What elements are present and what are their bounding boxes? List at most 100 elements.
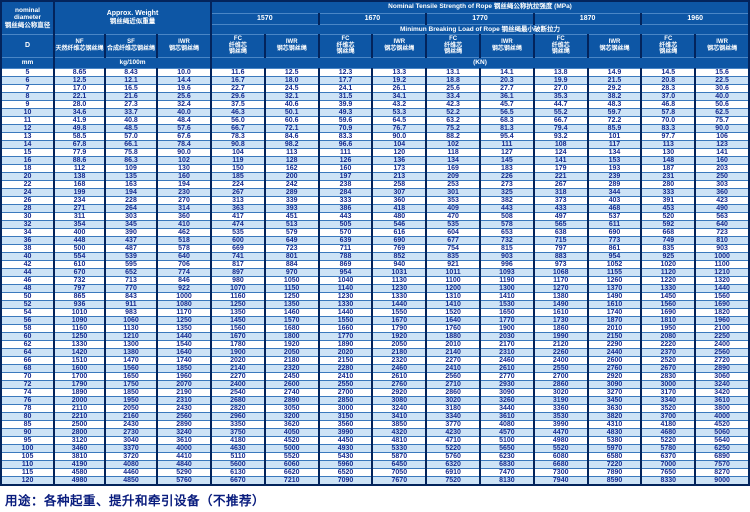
value-cell: 410 bbox=[155, 220, 212, 229]
sf-zh: 合成纤维芯钢丝绳 bbox=[106, 46, 155, 52]
value-cell: 1052 bbox=[586, 260, 642, 269]
diameter-cell: 28 bbox=[0, 204, 54, 213]
value-cell: 1170 bbox=[532, 276, 588, 285]
value-cell: 52.2 bbox=[425, 108, 480, 117]
value-cell: 1490 bbox=[586, 292, 642, 301]
value-cell: 8270 bbox=[694, 468, 749, 477]
value-cell: 1350 bbox=[263, 300, 319, 309]
table-row: 9 28.0 27.3 32.4 37.5 40.6 39.9 43.2 42.3 45.7 44.… bbox=[0, 100, 749, 109]
value-cell: 1570 bbox=[263, 316, 319, 325]
value-cell: 773 bbox=[586, 236, 642, 245]
value-cell: 5970 bbox=[586, 444, 642, 453]
value-cell: 13.8 bbox=[532, 68, 588, 77]
diameter-cell: 11 bbox=[0, 116, 54, 125]
value-cell: 1450 bbox=[210, 316, 265, 325]
value-cell: 1130 bbox=[104, 324, 157, 333]
value-cell: 1540 bbox=[155, 340, 212, 349]
value-cell: 77.9 bbox=[53, 148, 105, 157]
value-cell: 4080 bbox=[104, 460, 157, 469]
value-cell: 160 bbox=[694, 156, 749, 165]
value-cell: 4680 bbox=[640, 428, 696, 437]
value-cell: 102 bbox=[155, 156, 212, 165]
value-cell: 303 bbox=[104, 212, 157, 221]
value-cell: 3460 bbox=[53, 444, 105, 453]
value-cell: 1440 bbox=[694, 284, 749, 293]
value-cell: 112 bbox=[53, 164, 105, 173]
value-cell: 861 bbox=[586, 244, 642, 253]
value-cell: 443 bbox=[479, 204, 534, 213]
value-cell: 2150 bbox=[586, 332, 642, 341]
value-cell: 1300 bbox=[479, 284, 534, 293]
value-cell: 41.9 bbox=[53, 116, 105, 125]
value-cell: 1700 bbox=[53, 372, 105, 381]
table-row: 80 2210 2160 2560 2960 3200 3150 3410 3340 3610 35… bbox=[0, 412, 749, 421]
value-cell: 2700 bbox=[317, 388, 373, 397]
value-cell: 12.3 bbox=[317, 68, 373, 77]
header-nominal-diameter: nominal diameter 钢丝绳公称直径 bbox=[0, 1, 54, 35]
value-cell: 108 bbox=[532, 140, 588, 149]
value-cell: 6080 bbox=[532, 452, 588, 461]
table-row: 26 234 228 270 313 339 333 360 353 382 373 403 391 42… bbox=[0, 196, 749, 205]
value-cell: 1330 bbox=[371, 292, 427, 301]
value-cell: 3420 bbox=[694, 388, 749, 397]
value-cell: 1920 bbox=[263, 340, 319, 349]
value-cell: 17.0 bbox=[53, 84, 105, 93]
value-cell: 3560 bbox=[317, 420, 373, 429]
value-cell: 267 bbox=[210, 188, 265, 197]
value-cell: 10.0 bbox=[155, 68, 212, 77]
value-cell: 183 bbox=[479, 164, 534, 173]
diameter-cell: 34 bbox=[0, 228, 54, 237]
value-cell: 7470 bbox=[479, 468, 534, 477]
value-cell: 713 bbox=[104, 276, 157, 285]
table-row: 120 4980 4850 5760 6670 7210 7090 7670 7520 8130 7… bbox=[0, 476, 749, 485]
value-cell: 462 bbox=[155, 228, 212, 237]
value-cell: 2860 bbox=[532, 380, 588, 389]
table-row: 40 554 539 640 741 801 788 852 835 903 883 954 925 10… bbox=[0, 252, 749, 261]
value-cell: 19.9 bbox=[532, 76, 588, 85]
value-cell: 846 bbox=[155, 276, 212, 285]
value-cell: 3080 bbox=[371, 396, 427, 405]
value-cell: 39.9 bbox=[317, 100, 373, 109]
diameter-cell: 105 bbox=[0, 452, 54, 461]
value-cell: 490 bbox=[694, 204, 749, 213]
value-cell: 135 bbox=[104, 172, 157, 181]
value-cell: 194 bbox=[104, 188, 157, 197]
value-cell: 160 bbox=[317, 164, 373, 173]
value-cell: 79.4 bbox=[532, 124, 588, 133]
value-cell: 1100 bbox=[694, 260, 749, 269]
value-cell: 90.0 bbox=[371, 132, 427, 141]
unit-kn: (KN) bbox=[210, 57, 749, 69]
value-cell: 6620 bbox=[263, 468, 319, 477]
nf-abbr: NF bbox=[75, 39, 84, 46]
value-cell: 234 bbox=[53, 196, 105, 205]
value-cell: 1560 bbox=[640, 300, 696, 309]
table-row: 100 3460 3370 4000 4630 5000 4930 5330 5220 5650 5… bbox=[0, 444, 749, 453]
value-cell: 19.6 bbox=[155, 84, 212, 93]
value-cell: 1890 bbox=[53, 388, 105, 397]
value-cell: 652 bbox=[104, 268, 157, 277]
value-cell: 2400 bbox=[532, 356, 588, 365]
value-cell: 1450 bbox=[640, 292, 696, 301]
value-cell: 1250 bbox=[263, 292, 319, 301]
value-cell: 56.0 bbox=[210, 116, 265, 125]
value-cell: 4180 bbox=[210, 436, 265, 445]
header-iwr-1960: IWR 钢芯钢丝绳 bbox=[694, 34, 749, 58]
value-cell: 17.7 bbox=[317, 76, 373, 85]
diameter-cell: 100 bbox=[0, 444, 54, 453]
value-cell: 497 bbox=[532, 212, 588, 221]
value-cell: 554 bbox=[53, 252, 105, 261]
value-cell: 2850 bbox=[317, 396, 373, 405]
table-row: 54 1010 983 1170 1350 1460 1440 1550 1520 1650 161… bbox=[0, 308, 749, 317]
value-cell: 936 bbox=[53, 300, 105, 309]
value-cell: 563 bbox=[694, 212, 749, 221]
value-cell: 1050 bbox=[263, 276, 319, 285]
value-cell: 2890 bbox=[155, 420, 212, 429]
unit-kg-100m: kg/100m bbox=[52, 57, 212, 69]
table-row: 24 199 194 230 267 289 284 307 301 325 318 344 333 36… bbox=[0, 188, 749, 197]
value-cell: 126 bbox=[317, 156, 373, 165]
table-row: 30 311 303 360 417 451 443 480 470 508 497 537 520 56… bbox=[0, 212, 749, 221]
value-cell: 24.1 bbox=[317, 84, 373, 93]
value-cell: 13.3 bbox=[371, 68, 427, 77]
value-cell: 1860 bbox=[532, 324, 588, 333]
value-cell: 1790 bbox=[371, 324, 427, 333]
